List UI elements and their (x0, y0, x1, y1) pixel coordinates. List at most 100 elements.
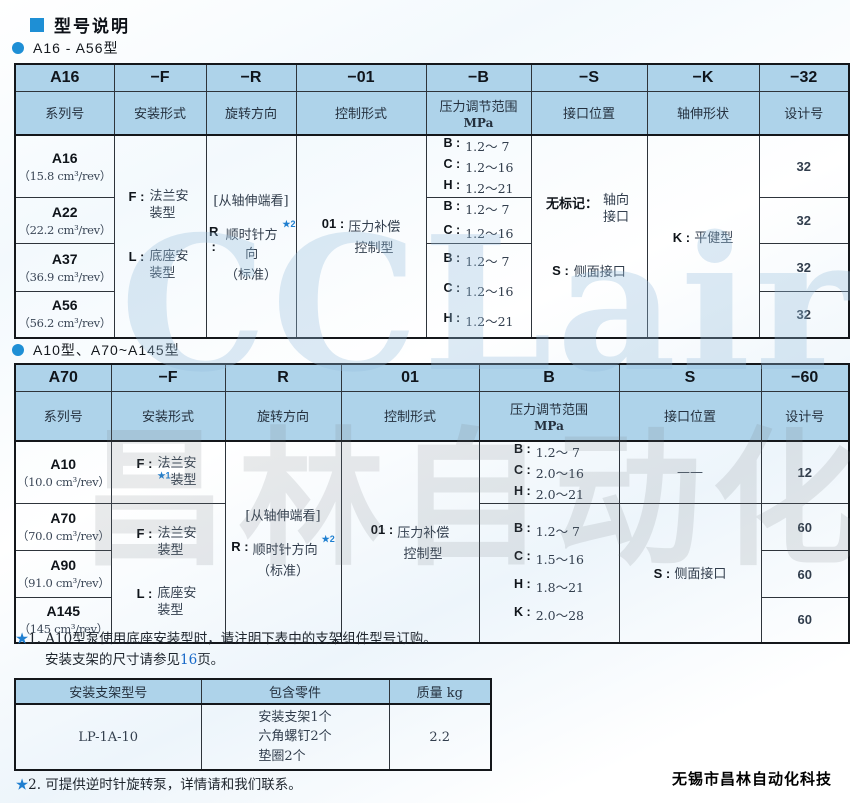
head-included-parts: 包含零件 (200, 678, 390, 705)
pressure-range: 1.2～ 7 (465, 253, 510, 269)
page-title: 型号说明 (30, 12, 130, 37)
table-row: A90 （91.0 cm³/rev） 60 (14, 550, 850, 598)
series-name: A10 (50, 455, 77, 472)
mount-l-code: L : (128, 249, 145, 265)
footnote-1-num: 1. (28, 631, 41, 647)
pressure-range: 1.2～ 7 (465, 139, 510, 154)
port-s-code: S : (653, 566, 671, 582)
mount-f-code: F : (128, 189, 145, 205)
included-parts-cell: 安装支架1个 六角螺钉2个 垫圈2个 (200, 703, 390, 771)
series-cell: A145 （145 cm³/rev） (14, 597, 112, 643)
shaft-text: 平健型 (694, 230, 734, 246)
series-name: A16 (51, 149, 78, 166)
model-code-table-a16-a56: A16 −F −R −01 −B −S −K −32 系列号 安装形式 旋转方向… (14, 63, 850, 339)
head-mount: 安装形式 (113, 90, 207, 136)
pressure-code: H : (514, 484, 531, 498)
head-mount: 安装形式 (110, 390, 226, 442)
section1-heading: A16 - A56型 (12, 38, 119, 58)
footnote-1-text2a: 安装支架的尺寸请参见 (45, 651, 180, 668)
pressure-code: H : (443, 178, 461, 192)
pressure-range: 1.8～21 (535, 580, 584, 596)
section-bullet-icon (12, 42, 24, 54)
shaft-code: K : (672, 229, 691, 245)
table-row: A10 （10.0 cm³/rev） F : 法兰安★1装型 [从轴伸端看] R … (14, 440, 850, 643)
pressure-code: B : (514, 442, 531, 456)
design-cell: 60 (760, 597, 850, 643)
mount-f-text: 法兰安★1装型 (157, 456, 199, 490)
head-rotation: 旋转方向 (205, 90, 297, 136)
code-port: −S (530, 63, 648, 92)
control-text2: 控制型 (403, 546, 443, 562)
code-shaft: −K (646, 63, 760, 92)
mount-f-code: F : (136, 525, 153, 541)
section-bullet-icon (12, 344, 24, 356)
code-mount: −F (110, 363, 226, 392)
port-cell-a10: —— (618, 440, 762, 504)
pressure-code: H : (514, 577, 531, 592)
mounting-bracket-table: 安装支架型号 包含零件 质量 kg LP-1A-10 安装支架1个 六角螺钉2个… (14, 678, 492, 771)
bracket-row: LP-1A-10 安装支架1个 六角螺钉2个 垫圈2个 2.2 (14, 703, 492, 771)
series-cell: A90 （91.0 cm³/rev） (14, 550, 112, 598)
head-pressure-unit: MPa (463, 115, 494, 130)
head-pressure-unit: MPa (534, 418, 564, 433)
mount-f-text-line2: 装型 (170, 472, 197, 488)
head-design: 设计号 (758, 90, 850, 136)
rotation-code: R : (231, 538, 249, 554)
bracket-header-row: 安装支架型号 包含零件 质量 kg (14, 678, 492, 705)
footnote-1-text2b: 页。 (197, 651, 225, 668)
control-code: 01 : (321, 216, 345, 232)
model-code-table-a10-a145: A70 −F R 01 B S −60 系列号 安装形式 旋转方向 控制形式 压… (14, 363, 850, 644)
head-series: 系列号 (14, 390, 112, 442)
footnote-1-line1: ★1. A10型泵使用底座安装型时，请注明下表中的支架组件型号订购。 (16, 629, 437, 650)
head-port: 接口位置 (618, 390, 762, 442)
rotation-text: 顺时针方向 (252, 542, 318, 558)
section2-label: A10型、A70~A145型 (33, 342, 180, 358)
page-16-link[interactable]: 16 (180, 651, 198, 668)
footnote-1-text: A10型泵使用底座安装型时，请注明下表中的支架组件型号订购。 (45, 631, 437, 647)
table-row: A145 （145 cm³/rev） 60 (14, 597, 850, 643)
shaft-cell: K : 平健型 (646, 134, 760, 338)
series-volume: （56.2 cm³/rev） (18, 316, 112, 331)
head-design: 设计号 (760, 390, 850, 442)
control-text1: 压力补偿 (397, 525, 450, 541)
mount-l-code: L : (136, 585, 153, 601)
pressure-range: 1.2～16 (465, 283, 514, 299)
pressure-code: C : (514, 463, 531, 477)
design-cell: 32 (758, 243, 850, 292)
rotation-cell: [从轴伸端看] R : 顺时针方向 ★2 （标准） (224, 440, 342, 643)
pressure-code: C : (443, 157, 461, 171)
head-pressure: 压力调节范围 MPa (425, 90, 532, 136)
mount-f-text: 法兰安装型 (149, 189, 189, 222)
pressure-range: 1.5～16 (535, 552, 584, 568)
footnote-2-text: 可提供逆时针旋转泵，详情请和我们联系。 (45, 777, 302, 793)
pressure-code: C : (443, 223, 461, 237)
series-volume: （15.8 cm³/rev） (18, 168, 112, 183)
code-pressure: −B (425, 63, 532, 92)
pressure-cell: B : 1.2～ 7 C : 1.2～16 H : 1.2～21 (425, 243, 532, 338)
mass-cell: 2.2 (388, 703, 492, 771)
code-port: S (618, 363, 762, 392)
series-volume: （70.0 cm³/rev） (16, 529, 110, 543)
pressure-range: 1.2～ 7 (535, 445, 580, 460)
design-cell: 60 (760, 503, 850, 551)
footnote-2-num: 2. (28, 777, 41, 793)
pressure-range: 1.2～ 7 (535, 524, 580, 540)
code-series: A70 (14, 363, 112, 392)
head-mass: 质量 kg (388, 678, 492, 705)
head-control: 控制形式 (295, 90, 427, 136)
port-none-text: 轴向接口 (603, 192, 630, 225)
footnote-1: ★1. A10型泵使用底座安装型时，请注明下表中的支架组件型号订购。 安装支架的… (16, 629, 437, 671)
footnote-mark: ★2 (321, 533, 335, 544)
pressure-code: H : (443, 310, 461, 325)
series-volume: （91.0 cm³/rev） (16, 576, 110, 590)
design-cell: 60 (760, 550, 850, 598)
series-name: A56 (51, 297, 78, 314)
part-item: 安装支架1个 (258, 709, 332, 725)
pressure-code: B : (514, 521, 531, 536)
head-pressure-label: 压力调节范围 (509, 402, 588, 418)
pressure-range: 1.2～21 (465, 313, 514, 329)
port-cell: 无标记： 轴向接口 S : 侧面接口 (530, 134, 648, 338)
column-header-row: 系列号 安装形式 旋转方向 控制形式 压力调节范围 MPa 接口位置 轴伸形状 … (14, 90, 850, 136)
control-cell: 01 : 压力补偿 控制型 (295, 134, 427, 338)
